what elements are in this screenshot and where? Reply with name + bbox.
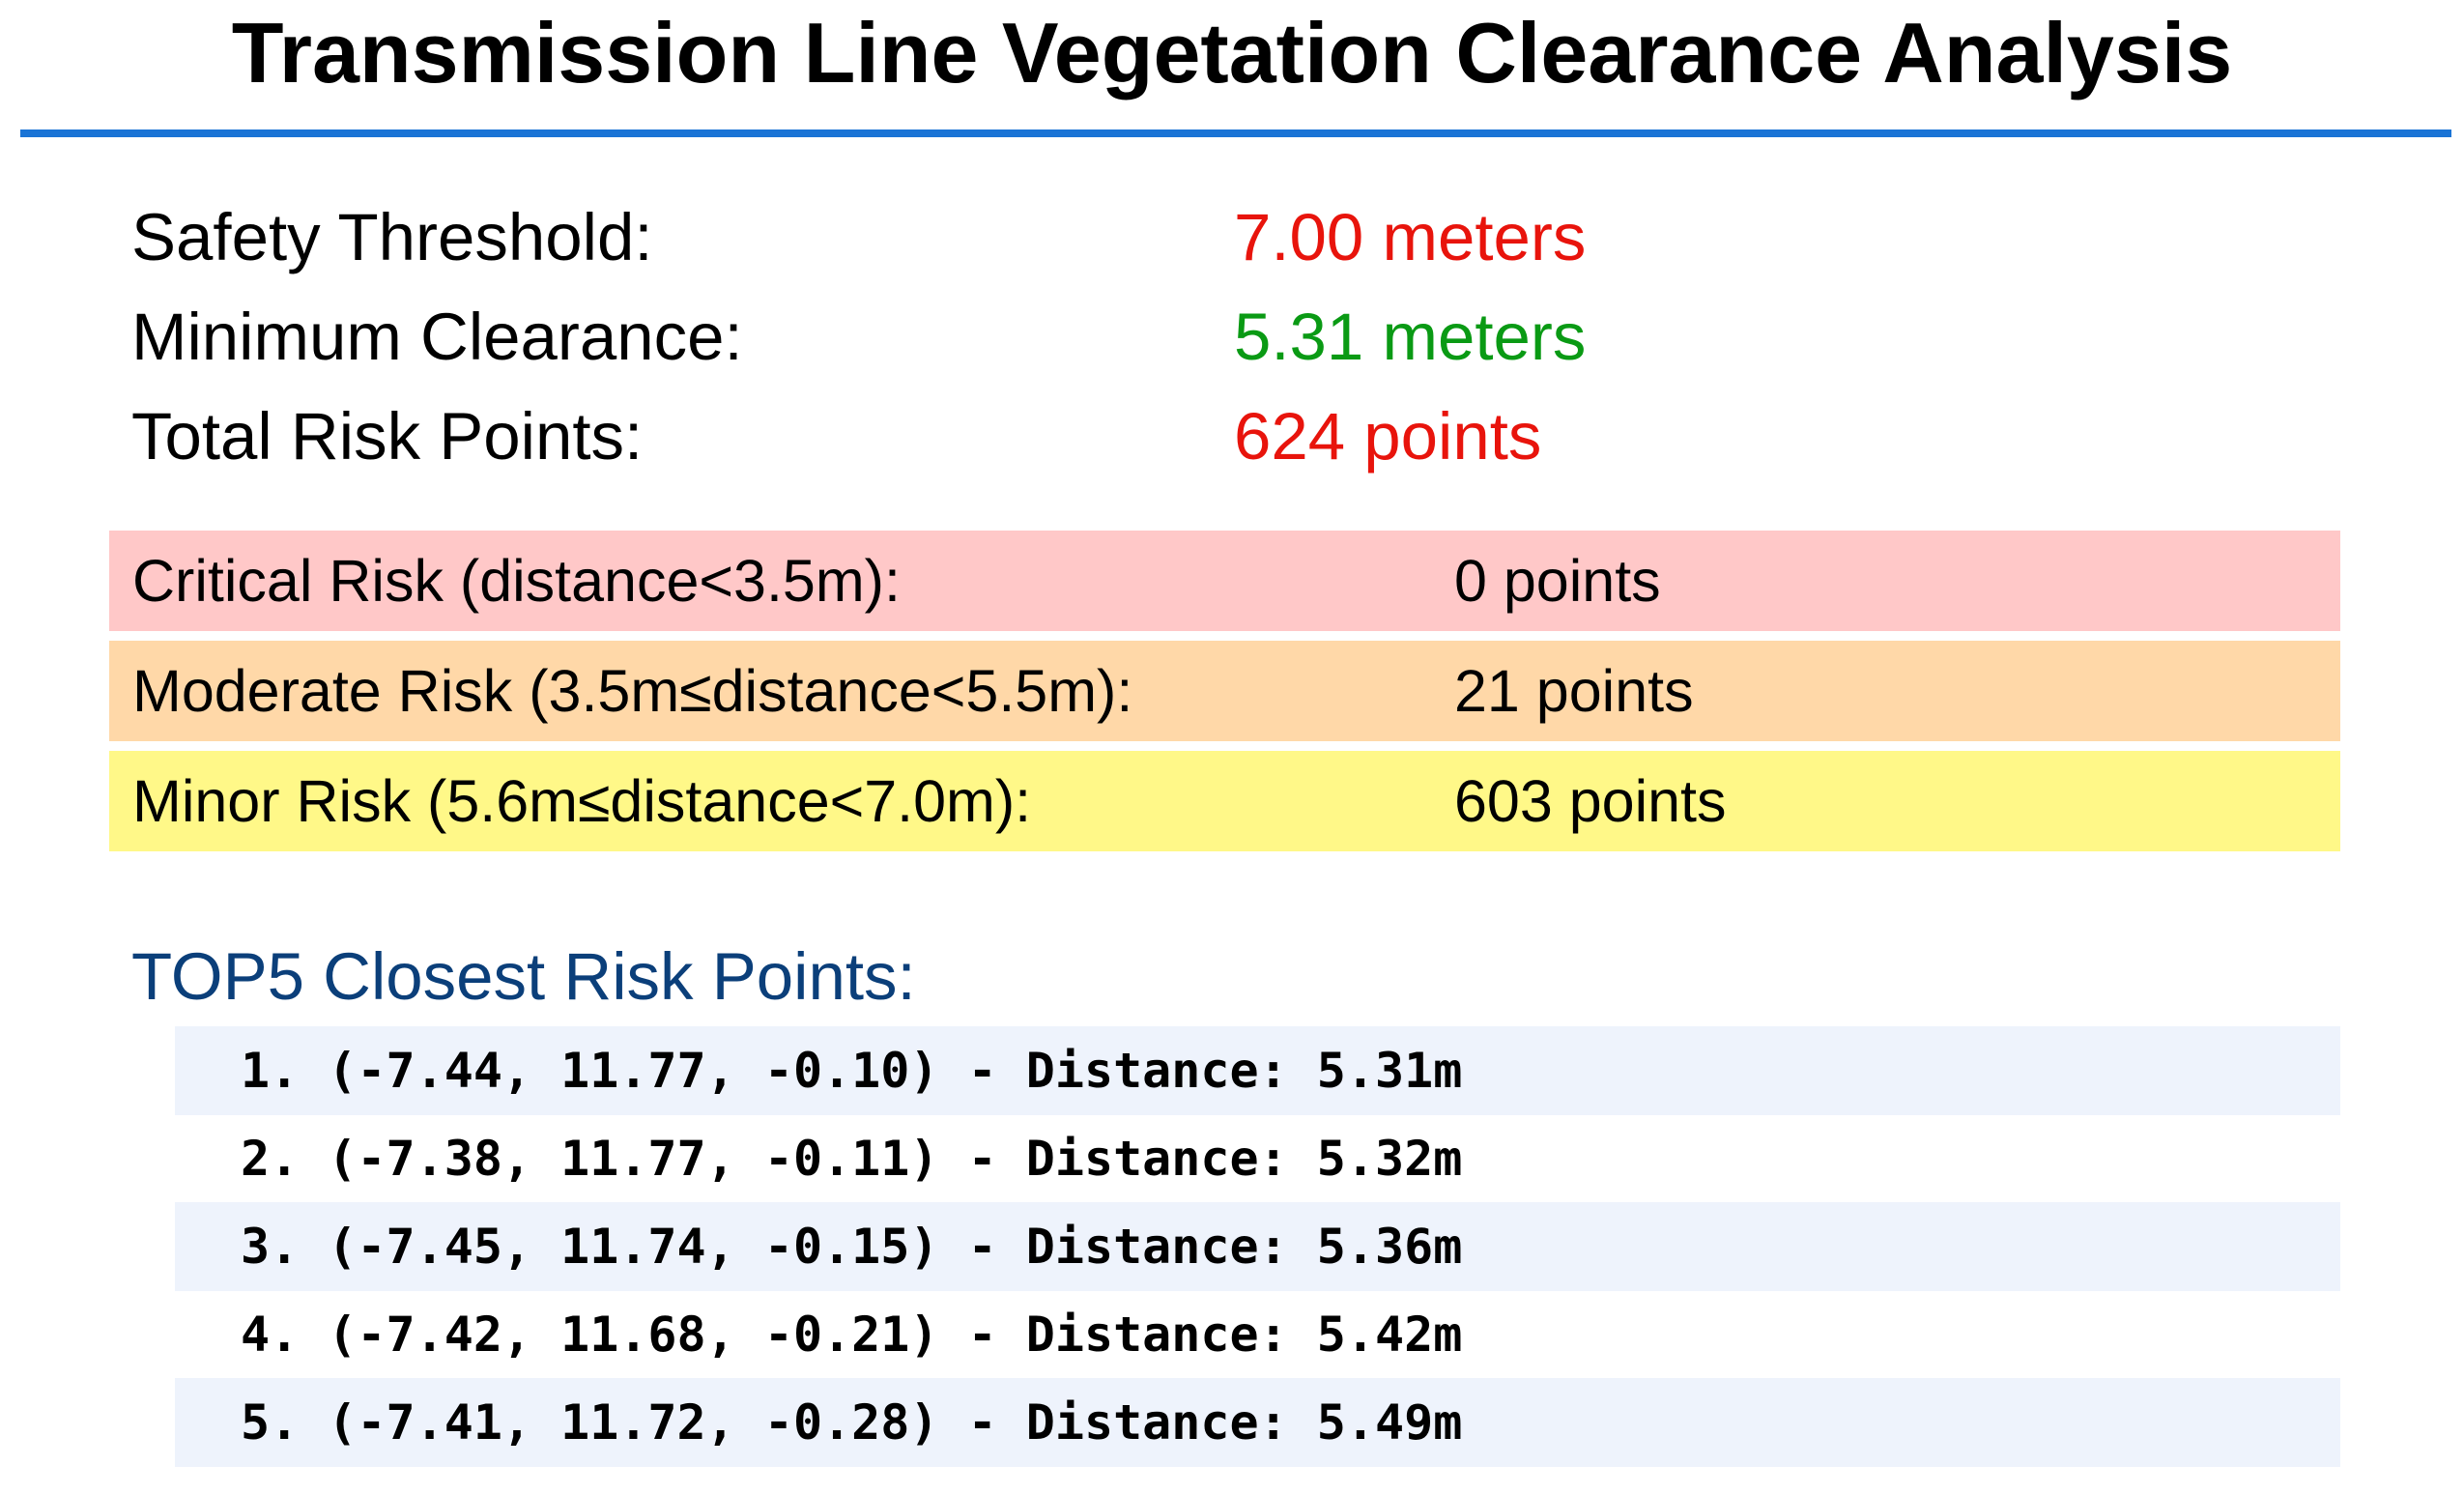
list-item: 3. (-7.45, 11.74, -0.15) - Distance: 5.3… <box>175 1202 2340 1291</box>
moderate-risk-label: Moderate Risk (3.5m≤distance<5.5m): <box>132 658 1133 724</box>
summary-safety-threshold: Safety Threshold: 7.00 meters <box>131 194 2354 281</box>
moderate-risk-box: Moderate Risk (3.5m≤distance<5.5m): 21 p… <box>109 641 2340 741</box>
minimum-clearance-label: Minimum Clearance: <box>131 300 743 374</box>
safety-threshold-label: Safety Threshold: <box>131 200 653 274</box>
page-title: Transmission Line Vegetation Clearance A… <box>231 5 2233 101</box>
top5-heading: TOP5 Closest Risk Points: <box>131 939 916 1014</box>
critical-risk-label: Critical Risk (distance<3.5m): <box>132 548 901 614</box>
title-divider <box>20 129 2451 137</box>
summary-minimum-clearance: Minimum Clearance: 5.31 meters <box>131 294 2354 381</box>
list-item: 1. (-7.44, 11.77, -0.10) - Distance: 5.3… <box>175 1026 2340 1115</box>
list-item: 5. (-7.41, 11.72, -0.28) - Distance: 5.4… <box>175 1378 2340 1467</box>
total-risk-points-label: Total Risk Points: <box>131 399 644 474</box>
moderate-risk-value: 21 points <box>1454 658 1694 724</box>
critical-risk-value: 0 points <box>1454 548 1661 614</box>
minor-risk-box: Minor Risk (5.6m≤distance<7.0m): 603 poi… <box>109 751 2340 851</box>
risk-point-text: 2. (-7.38, 11.77, -0.11) - Distance: 5.3… <box>241 1131 1463 1187</box>
total-risk-points-value: 624 points <box>1234 399 1542 474</box>
risk-point-text: 1. (-7.44, 11.77, -0.10) - Distance: 5.3… <box>241 1043 1463 1099</box>
safety-threshold-value: 7.00 meters <box>1234 200 1587 274</box>
risk-point-text: 5. (-7.41, 11.72, -0.28) - Distance: 5.4… <box>241 1394 1463 1451</box>
risk-point-text: 3. (-7.45, 11.74, -0.15) - Distance: 5.3… <box>241 1219 1463 1275</box>
minor-risk-label: Minor Risk (5.6m≤distance<7.0m): <box>132 768 1032 834</box>
summary-total-risk-points: Total Risk Points: 624 points <box>131 393 2354 480</box>
critical-risk-box: Critical Risk (distance<3.5m): 0 points <box>109 531 2340 631</box>
minor-risk-value: 603 points <box>1454 768 1727 834</box>
list-item: 2. (-7.38, 11.77, -0.11) - Distance: 5.3… <box>175 1114 2340 1203</box>
risk-point-text: 4. (-7.42, 11.68, -0.21) - Distance: 5.4… <box>241 1307 1463 1363</box>
minimum-clearance-value: 5.31 meters <box>1234 300 1587 374</box>
list-item: 4. (-7.42, 11.68, -0.21) - Distance: 5.4… <box>175 1290 2340 1379</box>
